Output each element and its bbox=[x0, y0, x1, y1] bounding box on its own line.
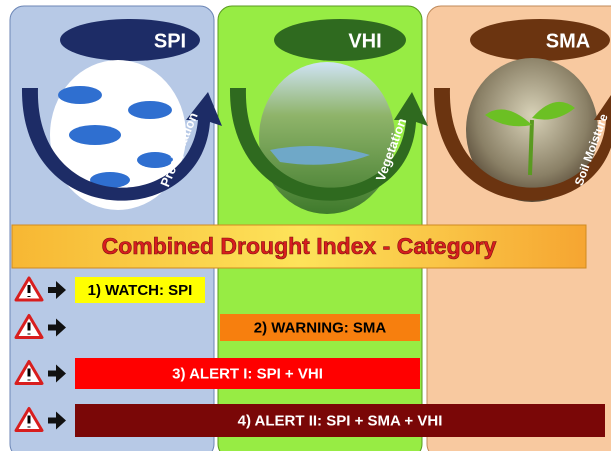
vhi-label: VHI bbox=[348, 30, 381, 52]
level-label: 2) WARNING: SMA bbox=[254, 319, 387, 336]
spi-label: SPI bbox=[154, 30, 186, 52]
level-label: 1) WATCH: SPI bbox=[88, 282, 193, 299]
vhi-header bbox=[274, 19, 406, 61]
infographic: SPI Precipitation VHI Vegetation SMA Soi… bbox=[0, 0, 611, 451]
level-label: 4) ALERT II: SPI + SMA + VHI bbox=[238, 412, 443, 429]
sma-label: SMA bbox=[546, 30, 590, 52]
level-label: 3) ALERT I: SPI + VHI bbox=[172, 365, 323, 382]
banner-title: Combined Drought Index - Category bbox=[102, 233, 497, 259]
